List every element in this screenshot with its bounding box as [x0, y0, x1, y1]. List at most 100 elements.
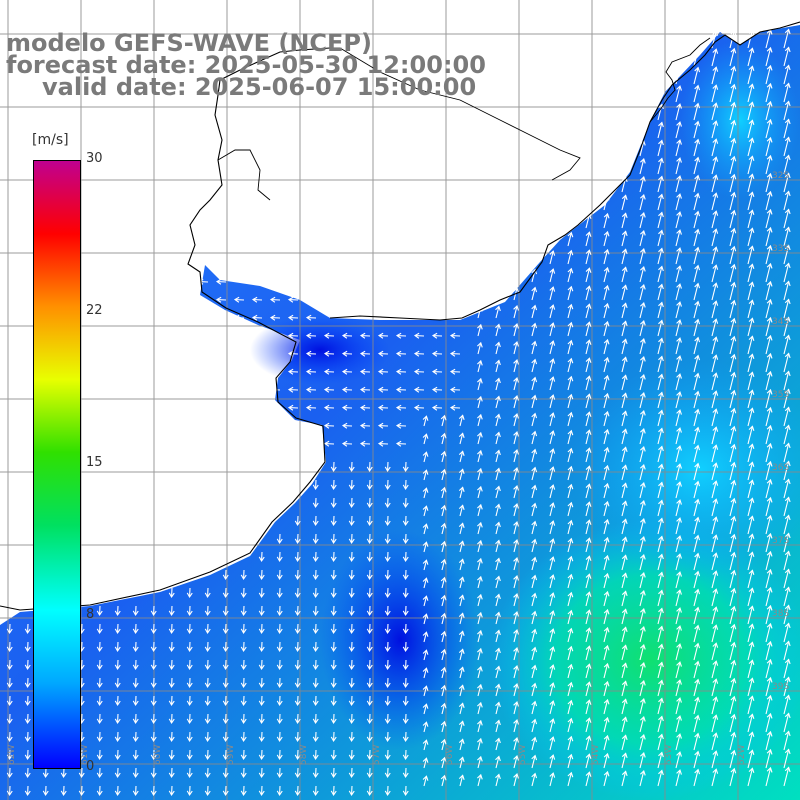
- wind-arrow-head: [676, 733, 682, 739]
- wind-arrow: [783, 497, 790, 517]
- wind-arrow: [621, 393, 627, 409]
- wind-arrow-head: [168, 664, 175, 671]
- wind-arrow: [423, 632, 427, 643]
- wind-arrow-head: [639, 769, 646, 776]
- wind-arrow: [495, 702, 500, 715]
- wind-arrow-head: [603, 500, 610, 507]
- wind-arrow-head: [384, 790, 391, 797]
- wind-arrow: [657, 572, 663, 589]
- wind-arrow-head: [676, 499, 682, 505]
- wind-arrow-head: [276, 754, 283, 761]
- wind-arrow-head: [639, 679, 646, 686]
- wind-arrow-head: [766, 586, 773, 593]
- wind-arrow: [477, 666, 482, 679]
- wind-arrow-head: [766, 568, 773, 575]
- wind-arrow: [693, 427, 699, 445]
- wind-arrow-head: [621, 716, 628, 723]
- wind-arrow: [639, 662, 645, 679]
- wind-arrow-head: [348, 718, 355, 725]
- wind-arrow-head: [766, 622, 773, 629]
- wind-arrow: [513, 305, 518, 319]
- wind-arrow-head: [449, 332, 456, 339]
- wind-arrow-head: [676, 481, 682, 487]
- calm-zone: [320, 530, 480, 750]
- wind-arrow-head: [712, 228, 719, 234]
- wind-arrow-head: [233, 296, 240, 303]
- wind-arrow: [693, 679, 699, 697]
- wind-arrow: [603, 411, 609, 427]
- wind-arrow: [423, 776, 427, 787]
- wind-arrow-head: [305, 404, 312, 411]
- wind-arrow-head: [294, 682, 301, 689]
- wind-arrow-head: [476, 683, 483, 690]
- wind-arrow-head: [712, 750, 719, 756]
- wind-arrow: [693, 247, 699, 265]
- wind-arrow-head: [24, 718, 31, 725]
- wind-arrow-head: [513, 737, 519, 743]
- wind-arrow-head: [585, 339, 592, 345]
- wind-arrow-head: [366, 466, 373, 473]
- wind-arrow: [693, 643, 699, 661]
- wind-arrow: [585, 214, 590, 229]
- wind-arrow: [711, 139, 717, 157]
- wind-arrow-head: [694, 516, 701, 523]
- wind-arrow: [747, 498, 753, 517]
- wind-arrow-head: [458, 612, 465, 618]
- wind-arrow-head: [676, 409, 682, 415]
- wind-arrow-head: [495, 701, 501, 708]
- wind-arrow-head: [603, 518, 610, 525]
- wind-arrow: [711, 67, 717, 85]
- wind-arrow-head: [658, 373, 664, 380]
- wind-arrow-head: [603, 554, 610, 561]
- wind-arrow: [747, 426, 753, 445]
- wind-arrow-head: [513, 323, 519, 329]
- wind-arrow: [513, 449, 518, 463]
- wind-arrow-head: [513, 755, 519, 761]
- wind-arrow-head: [6, 628, 13, 635]
- wind-arrow: [747, 138, 753, 157]
- wind-arrow-head: [495, 575, 501, 582]
- wind-arrow-head: [24, 754, 31, 761]
- wind-arrow-head: [476, 341, 483, 348]
- wind-arrow: [531, 647, 536, 661]
- wind-arrow: [657, 104, 663, 121]
- wind-arrow: [693, 445, 699, 463]
- wind-arrow: [549, 611, 554, 625]
- wind-arrow-head: [603, 698, 610, 705]
- wind-arrow: [531, 359, 536, 373]
- wind-arrow: [783, 677, 790, 697]
- wind-arrow: [639, 536, 645, 553]
- wind-arrow-head: [766, 64, 773, 71]
- wind-arrow-head: [784, 514, 791, 521]
- wind-arrow-head: [676, 589, 682, 595]
- wind-arrow-head: [422, 649, 429, 655]
- wind-arrow: [567, 232, 572, 247]
- wind-arrow: [549, 719, 554, 733]
- longitude-label: 56W: [445, 745, 455, 765]
- wind-arrow-head: [730, 101, 737, 108]
- wind-arrow: [621, 429, 627, 445]
- wind-arrow-head: [204, 700, 211, 707]
- wind-arrow: [603, 555, 609, 571]
- longitude-label: 57W: [372, 745, 382, 765]
- wind-arrow: [513, 647, 518, 661]
- lagoon-coast: [649, 37, 711, 123]
- wind-arrow-head: [276, 610, 283, 617]
- wind-arrow-head: [422, 613, 429, 619]
- wind-arrow-head: [748, 497, 755, 504]
- wind-arrow-head: [549, 322, 556, 328]
- longitude-label: 55W: [518, 745, 528, 765]
- wind-arrow-head: [712, 642, 719, 648]
- wind-arrow-head: [395, 332, 402, 339]
- wind-arrow-head: [476, 737, 483, 744]
- wind-arrow: [693, 571, 699, 589]
- wind-arrow-head: [712, 48, 719, 54]
- wind-arrow-head: [748, 515, 755, 522]
- wind-arrow-head: [676, 553, 682, 559]
- wind-arrow-head: [585, 645, 592, 651]
- wind-arrow-head: [784, 262, 791, 269]
- wind-arrow: [729, 678, 735, 697]
- wind-arrow-head: [621, 320, 628, 327]
- wind-arrow: [603, 375, 609, 391]
- wind-arrow-head: [730, 281, 737, 288]
